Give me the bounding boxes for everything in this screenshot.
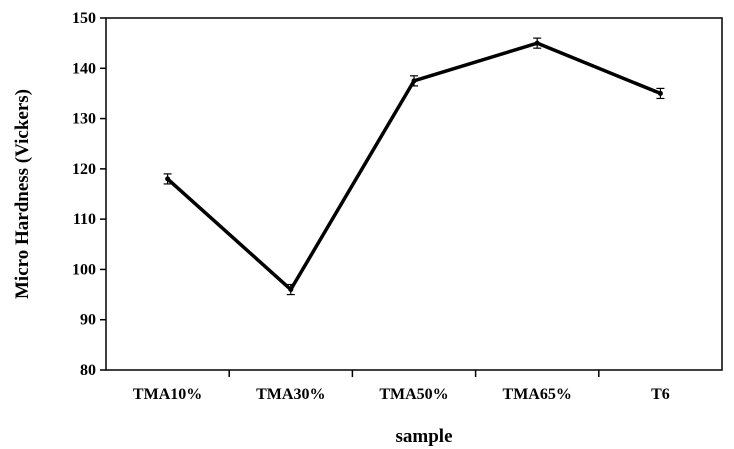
x-tick-label: T6 — [651, 386, 670, 403]
y-tick-label: 90 — [80, 312, 96, 329]
x-tick-label: TMA65% — [503, 386, 572, 403]
data-point — [165, 176, 171, 182]
x-tick-label: TMA50% — [379, 386, 448, 403]
y-axis-title: Micro Hardness (Vickers) — [12, 89, 33, 299]
series-layer — [163, 37, 665, 296]
x-axis: TMA10% TMA30% TMA50% TMA65% T6 — [133, 370, 670, 403]
y-tick-label: 140 — [72, 60, 96, 77]
plot-area-frame — [105, 17, 723, 371]
data-point — [657, 90, 663, 96]
x-axis-title: sample — [396, 426, 453, 447]
y-tick-label: 100 — [72, 261, 96, 278]
y-tick-label: 150 — [72, 10, 96, 27]
data-point — [534, 40, 540, 46]
data-point — [411, 78, 417, 84]
y-tick-label: 110 — [73, 211, 96, 228]
y-tick-label: 120 — [72, 161, 96, 178]
y-axis: 80 90 100 110 120 130 140 150 — [72, 10, 106, 379]
y-tick-label: 130 — [72, 111, 96, 128]
x-tick-label: TMA10% — [133, 386, 202, 403]
x-tick-label: TMA30% — [256, 386, 325, 403]
data-point — [288, 287, 294, 293]
y-tick-label: 80 — [80, 362, 96, 379]
